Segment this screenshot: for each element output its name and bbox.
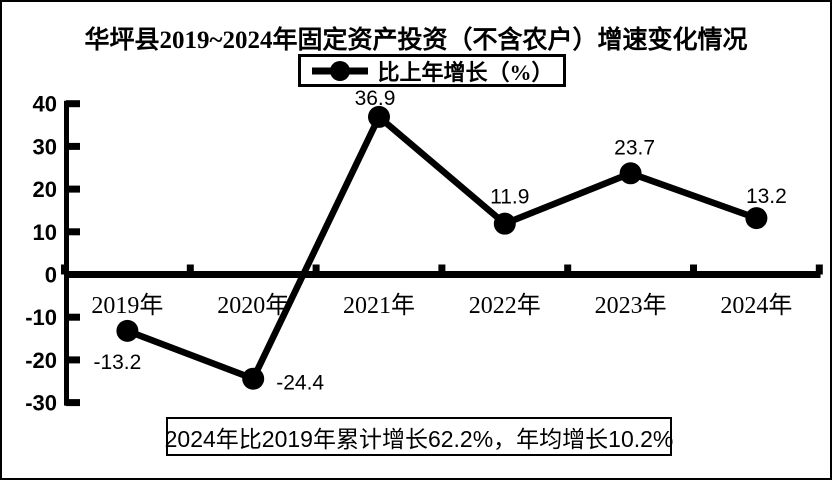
x-axis-category-label: 2022年 xyxy=(469,292,541,319)
data-point-label: 23.7 xyxy=(614,136,655,159)
data-point-marker xyxy=(242,367,265,390)
series-line xyxy=(124,113,760,382)
chart-title: 华坪县2019~2024年固定资产投资（不含农户）增速变化情况 xyxy=(84,27,748,54)
annotation-box: 2024年比2019年累计增长62.2%，年均增长10.2% xyxy=(164,417,674,456)
x-axis-category-label: 2024年 xyxy=(720,292,792,319)
y-axis-tick-label: -10 xyxy=(25,305,57,330)
y-axis-tick-label: -30 xyxy=(25,391,57,416)
x-axis-category-label: 2023年 xyxy=(595,292,667,319)
y-axis-tick-label: 40 xyxy=(33,92,57,117)
data-point-marker xyxy=(619,162,642,185)
x-axis-category-label: 2021年 xyxy=(343,292,415,319)
y-axis-tick-label: 0 xyxy=(45,263,57,288)
data-point-marker xyxy=(368,105,390,128)
y-axis-tick-label: 20 xyxy=(33,177,57,202)
data-point-label: -24.4 xyxy=(276,372,324,395)
y-axis-tick-label: 30 xyxy=(33,134,57,159)
x-axis-category-label: 2019年 xyxy=(91,292,163,319)
x-axis-category-label: 2020年 xyxy=(217,292,289,319)
data-point-marker xyxy=(745,207,768,230)
y-axis-tick-label: 10 xyxy=(33,220,57,245)
legend-box: 比上年增长（%） xyxy=(298,54,566,87)
data-point-marker xyxy=(493,212,516,235)
data-point-marker xyxy=(116,319,139,342)
annotation-text: 2024年比2019年累计增长62.2%，年均增长10.2% xyxy=(164,425,674,452)
line-marker-icon xyxy=(312,60,369,81)
legend-label: 比上年增长（%） xyxy=(377,59,554,85)
data-point-label: -13.2 xyxy=(93,351,141,374)
y-axis-tick-label: -20 xyxy=(25,348,57,373)
data-point-label: 36.9 xyxy=(355,87,396,110)
data-point-label: 13.2 xyxy=(746,185,787,208)
data-point-label: 11.9 xyxy=(490,186,529,209)
legend-circle xyxy=(330,60,351,81)
